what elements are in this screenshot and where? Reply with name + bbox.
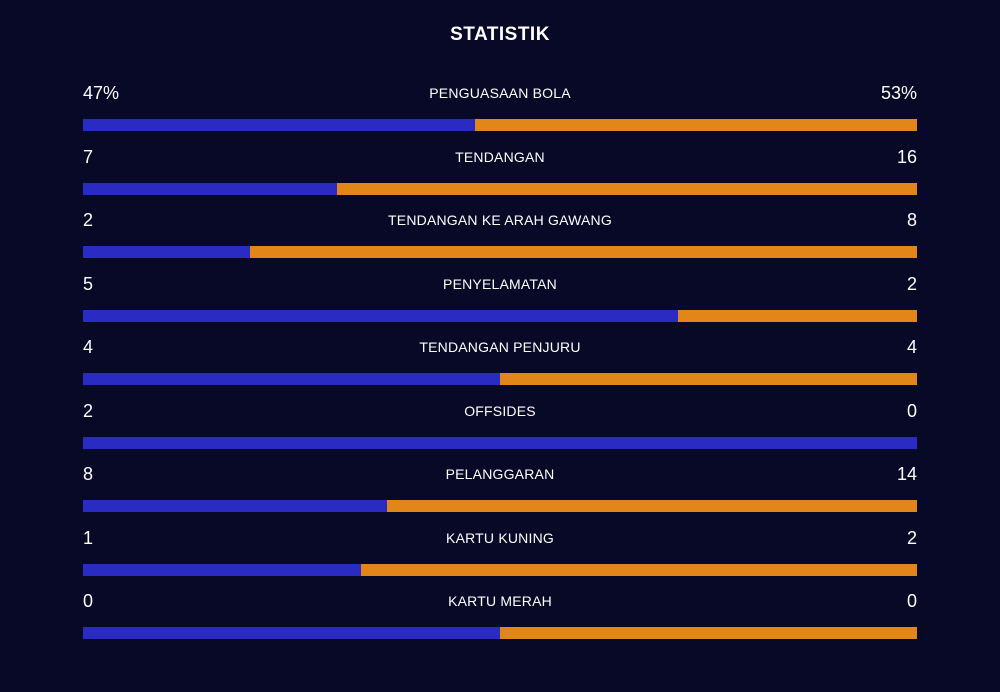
home-bar <box>83 182 337 195</box>
comparison-bar <box>83 500 917 512</box>
away-value: 16 <box>896 146 917 167</box>
away-bar <box>500 627 917 639</box>
home-value: 8 <box>83 464 94 484</box>
stat-row-yellow-cards: 1 2 KARTU KUNING <box>83 525 917 589</box>
comparison-bar <box>83 119 917 131</box>
stat-row-shots: 7 16 TENDANGAN <box>83 144 917 208</box>
comparison-bar <box>83 373 917 385</box>
home-bar <box>83 309 679 322</box>
stat-row-offsides: 2 0 OFFSIDES <box>83 398 917 462</box>
home-value: 2 <box>83 400 94 421</box>
comparison-bar <box>83 182 917 195</box>
home-bar <box>83 119 475 131</box>
away-bar <box>386 500 917 512</box>
away-bar <box>249 246 917 258</box>
away-bar <box>678 309 917 322</box>
comparison-bar <box>83 627 917 639</box>
stat-row-possession: 47% 53% PENGUASAAN BOLA <box>83 80 917 144</box>
comparison-bar <box>83 246 917 258</box>
home-value: 7 <box>83 146 94 167</box>
comparison-bar <box>83 309 917 322</box>
home-bar <box>83 500 387 512</box>
home-bar <box>83 246 250 258</box>
stat-row-red-cards: 0 0 KARTU MERAH <box>83 588 917 652</box>
home-value: 2 <box>83 210 94 230</box>
stat-row-corners: 4 4 TENDANGAN PENJURU <box>83 334 917 398</box>
away-bar <box>360 563 917 576</box>
away-value: 53% <box>880 83 917 103</box>
home-value: 47% <box>83 83 120 103</box>
home-value: 5 <box>83 273 94 294</box>
away-bar <box>474 119 917 131</box>
stats-title: STATISTIK <box>450 24 550 45</box>
home-bar <box>83 627 500 639</box>
stat-row-shots-on-target: 2 8 TENDANGAN KE ARAH GAWANG <box>83 207 917 271</box>
stat-row-fouls: 8 14 PELANGGARAN <box>83 461 917 525</box>
home-bar <box>83 373 500 385</box>
away-value: 2 <box>906 273 917 294</box>
home-value: 4 <box>83 337 94 357</box>
away-bar <box>500 373 917 385</box>
away-value: 8 <box>906 210 917 230</box>
away-value: 0 <box>906 591 917 611</box>
home-value: 0 <box>83 591 94 611</box>
home-bar <box>83 563 361 576</box>
away-value: 0 <box>906 400 917 421</box>
comparison-bar <box>83 563 917 576</box>
home-bar <box>83 436 917 449</box>
stats-list: 47% 53% PENGUASAAN BOLA 7 16 TENDANGAN 2… <box>83 80 917 652</box>
away-value: 4 <box>906 337 917 357</box>
home-value: 1 <box>83 527 94 548</box>
away-value: 2 <box>906 527 917 548</box>
away-bar <box>336 182 917 195</box>
stat-row-saves: 5 2 PENYELAMATAN <box>83 271 917 335</box>
away-value: 14 <box>896 464 917 484</box>
comparison-bar <box>83 436 917 449</box>
